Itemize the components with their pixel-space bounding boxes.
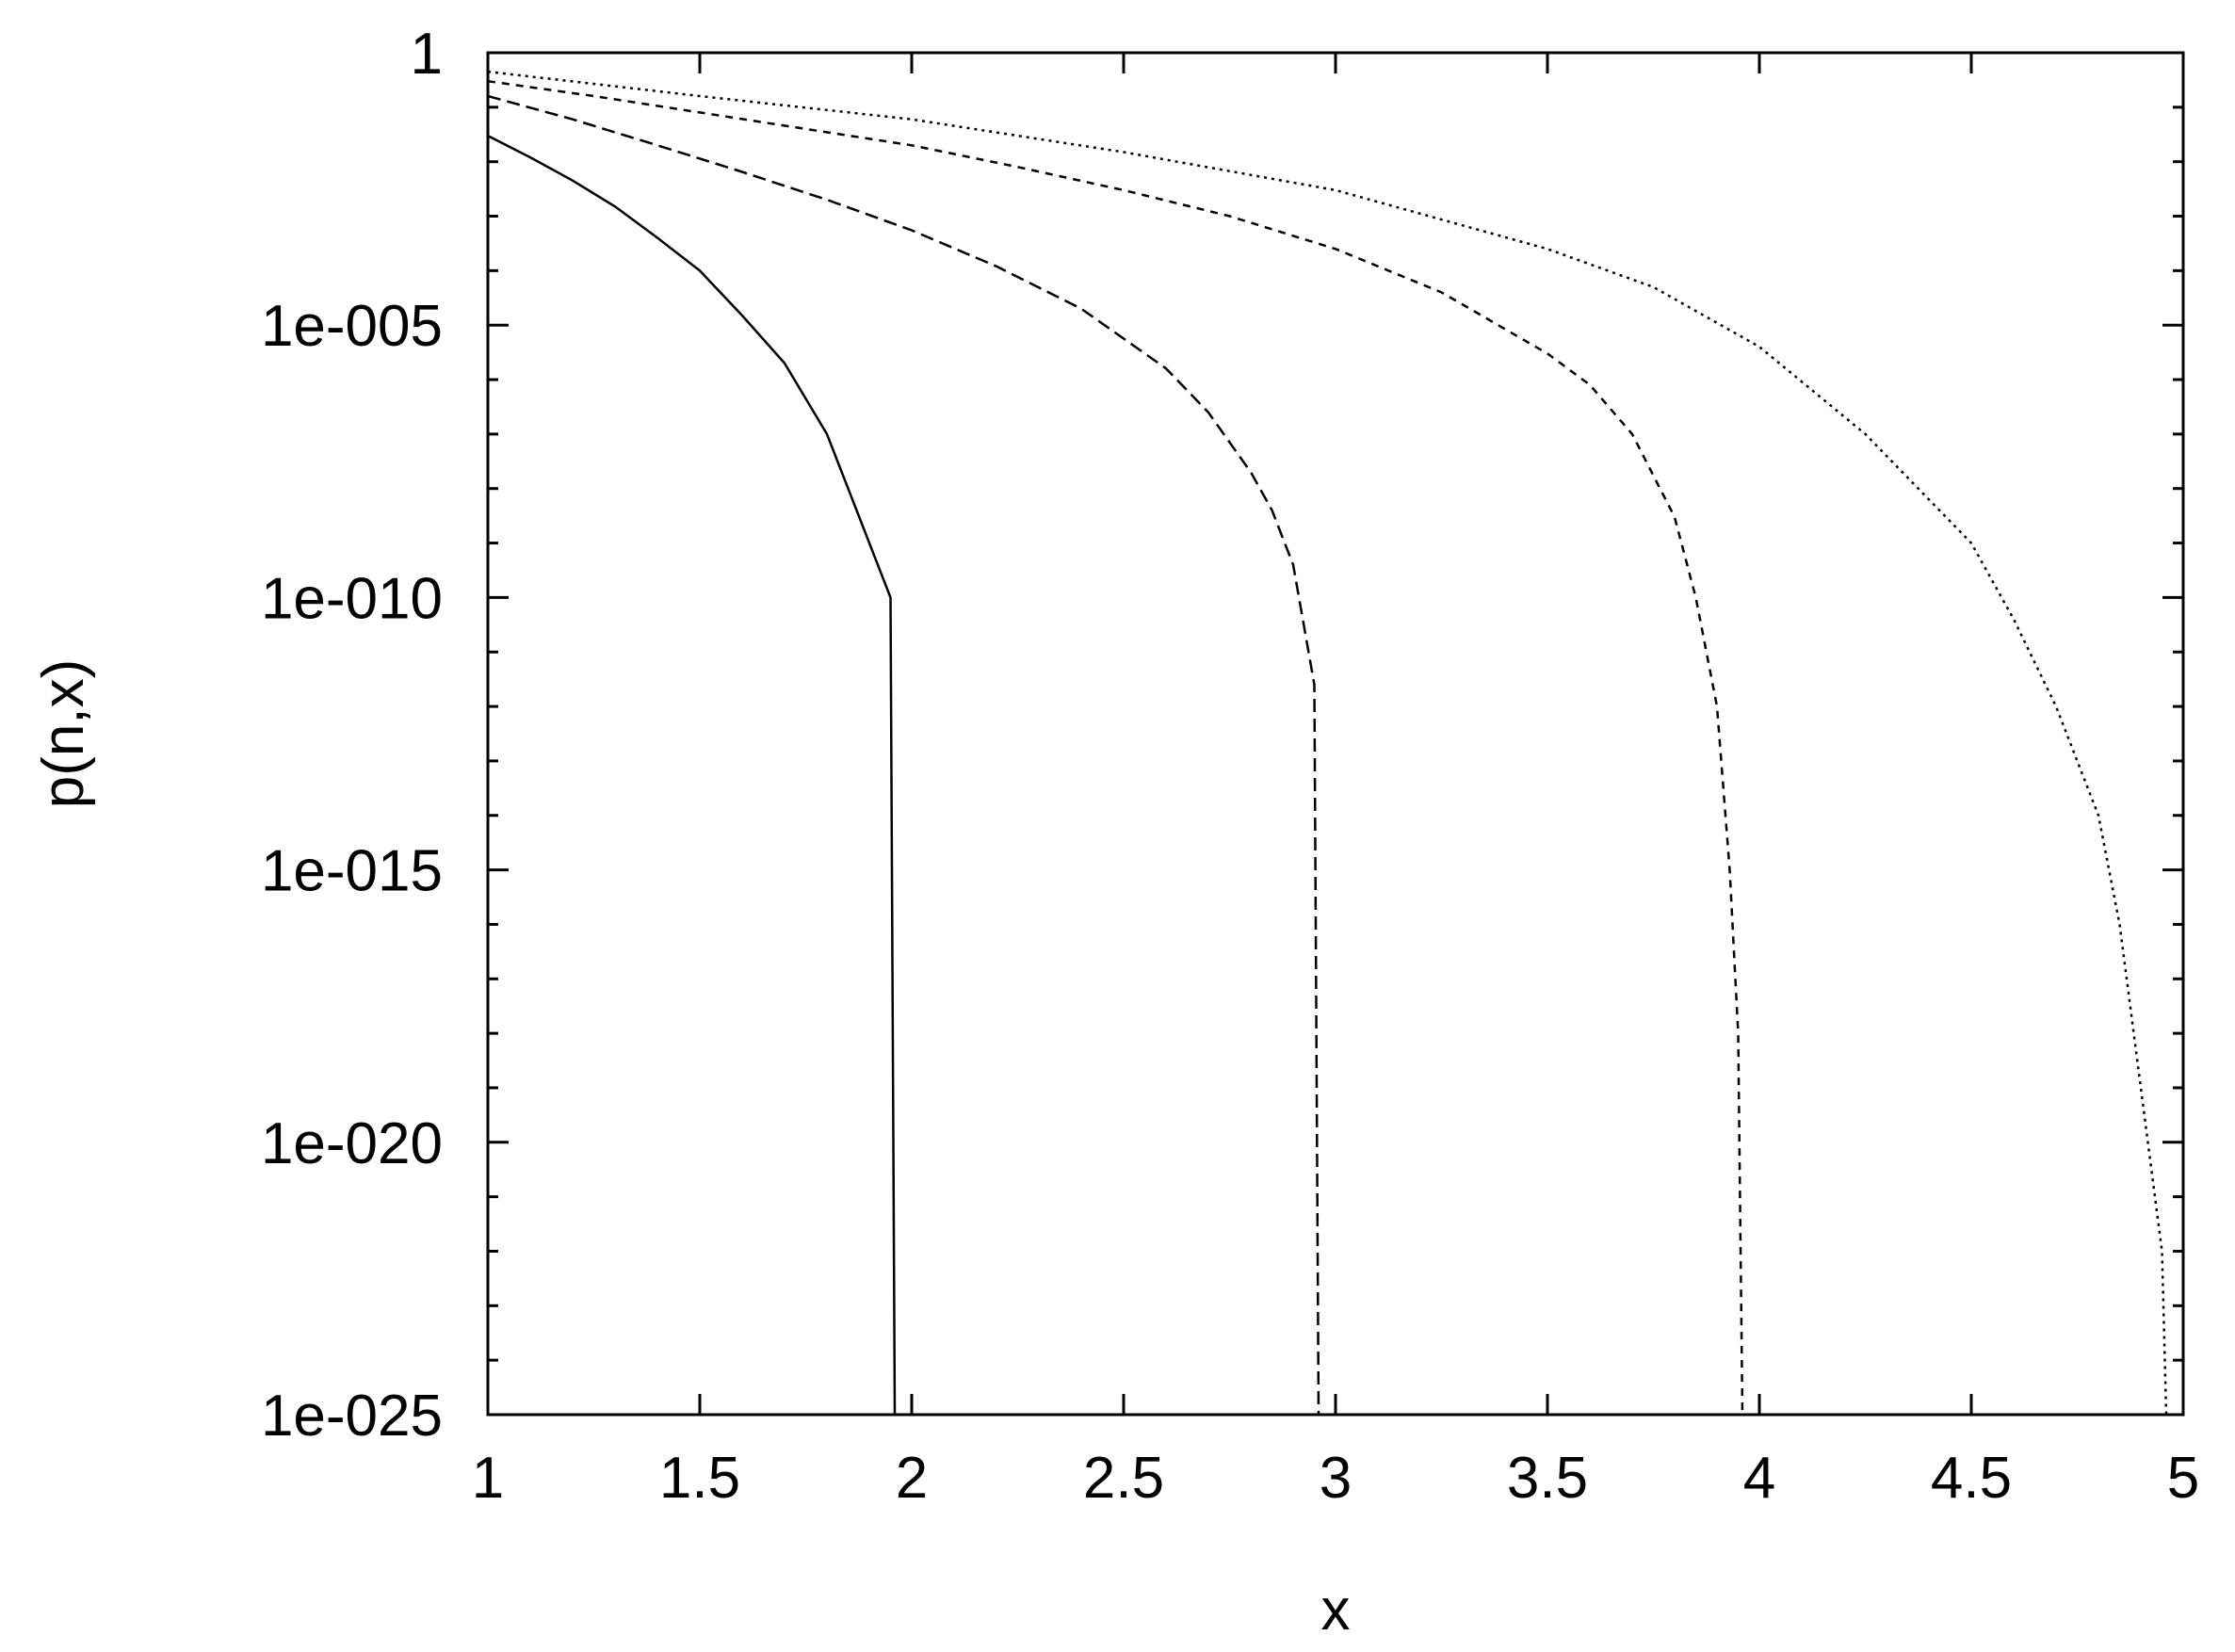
x-tick-label: 1.5 [659, 1446, 740, 1511]
x-tick-label: 2 [896, 1446, 928, 1511]
plot-frame [486, 51, 2185, 1417]
y-tick-label: 1 [411, 22, 443, 87]
y-tick-label: 1e-020 [261, 1111, 443, 1176]
x-tick-label: 3 [1320, 1446, 1352, 1511]
x-tick-label: 5 [2167, 1446, 2199, 1511]
y-tick-label: 1e-025 [261, 1384, 443, 1449]
x-tick-label: 4 [1743, 1446, 1775, 1511]
series-line-4 [487, 70, 2168, 1416]
x-tick-label: 3.5 [1507, 1446, 1588, 1511]
series-line-3 [487, 79, 1744, 1416]
series-line-2 [487, 94, 1320, 1416]
x-tick-label: 2.5 [1083, 1446, 1164, 1511]
series-line-1 [487, 134, 897, 1416]
series-group [487, 70, 2168, 1416]
y-tick-label: 1e-010 [261, 566, 443, 631]
x-axis-title: x [1321, 1578, 1351, 1643]
x-tick-label: 1 [472, 1446, 504, 1511]
y-tick-label: 1e-005 [261, 294, 443, 359]
tick-labels: 1 1.5 2 2.5 3 3.5 4 4.5 5 1e-025 1e-020 1e-015 1e-01… [261, 22, 2199, 1511]
x-tick-label: 4.5 [1931, 1446, 2012, 1511]
y-axis-title: p(n,x) [31, 659, 96, 808]
y-tick-label: 1e-015 [261, 839, 443, 904]
